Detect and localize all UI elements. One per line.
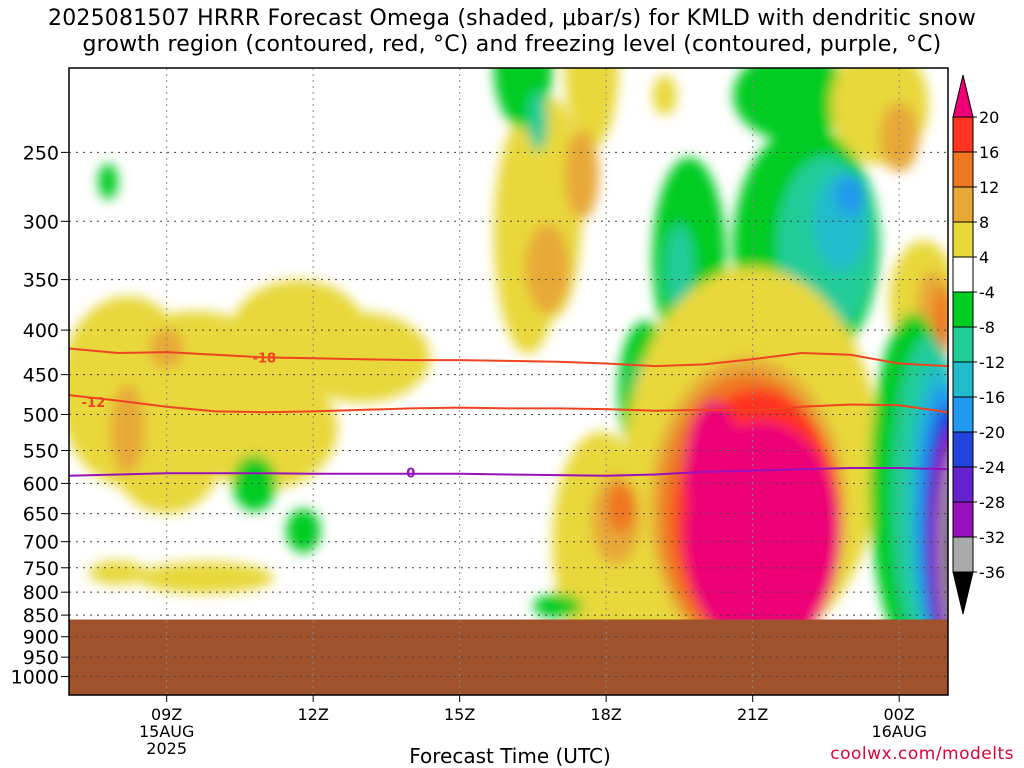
colorbar-swatch (952, 151, 974, 188)
y-tick-label: 850 (23, 605, 59, 627)
x-tick-label: 18Z (591, 705, 622, 724)
omega-cell (88, 560, 148, 585)
y-tick-label: 900 (23, 627, 59, 649)
omega-cell (528, 90, 548, 151)
omega-cell (137, 561, 275, 594)
omega-cell (286, 508, 321, 553)
grid-lines (69, 68, 948, 695)
colorbar-label: -8 (979, 318, 995, 337)
x-tick-label: 15AUG (139, 722, 194, 741)
contour-label-0: 0 (406, 467, 415, 482)
x-tick-label: 12Z (298, 705, 329, 724)
chart-title-line-2: growth region (contoured, red, °C) and f… (82, 32, 942, 57)
contour-lines: -18 -12 0 (69, 347, 948, 482)
colorbar-label: -12 (979, 353, 1005, 372)
omega-cell (684, 400, 743, 541)
colorbar-label: 16 (979, 143, 999, 162)
x-tick-label: 09Z (151, 705, 182, 724)
colorbar-label: 4 (979, 248, 989, 267)
colorbar-swatch (952, 186, 974, 223)
contour--18 (69, 347, 948, 368)
x-axis-label: Forecast Time (UTC) (409, 744, 611, 768)
y-tick-label: 700 (23, 532, 59, 554)
colorbar-swatch (952, 501, 974, 538)
omega-cell (293, 312, 431, 403)
x-tick-label: 16AUG (871, 722, 926, 741)
colorbar-label: -24 (979, 458, 1005, 477)
colorbar-swatch (952, 536, 974, 573)
colorbar-swatch (952, 431, 974, 468)
colorbar-label: 12 (979, 178, 999, 197)
plot-frame (68, 67, 949, 696)
omega-fill (69, 68, 948, 683)
x-tick-label: 21Z (737, 705, 768, 724)
omega-cell (652, 75, 677, 116)
omega-cell (733, 68, 851, 141)
y-tick-label: 550 (23, 441, 59, 463)
colorbar-label: -28 (979, 493, 1005, 512)
colorbar-label: 8 (979, 213, 989, 232)
credit-link[interactable]: coolwx.com/modelts (830, 744, 1014, 764)
y-tick-label: 300 (23, 211, 59, 233)
colorbar-label: -16 (979, 388, 1005, 407)
contour-label--18: -18 (253, 351, 277, 366)
y-tick-label: 1000 (11, 667, 59, 689)
y-tick-label: 250 (23, 142, 59, 164)
colorbar-label: 20 (979, 108, 999, 127)
y-tick-label: 600 (23, 473, 59, 495)
colorbar: 20 16 12 8 4 -4 -8 -12 -16 -20 -24 -28 -32 -36 (952, 74, 1005, 615)
y-tick-label: 950 (23, 647, 59, 669)
y-tick-label: 450 (23, 365, 59, 387)
x-tick-label: 2025 (146, 739, 187, 758)
colorbar-label: -20 (979, 423, 1005, 442)
y-tick-label: 500 (23, 404, 59, 426)
y-tick-label: 650 (23, 504, 59, 526)
omega-cell (664, 223, 695, 314)
x-tick-label: 00Z (884, 705, 915, 724)
omega-cell (532, 594, 582, 619)
chart-title-line-1: 2025081507 HRRR Forecast Omega (shaded, … (48, 6, 976, 31)
colorbar-swatch (952, 466, 974, 503)
colorbar-swatch (952, 221, 974, 258)
omega-cell (835, 175, 865, 216)
omega-cell (232, 455, 277, 512)
y-tick-label: 750 (23, 558, 59, 580)
omega-cell (564, 68, 619, 148)
contour-0 (69, 467, 948, 477)
colorbar-swatch (952, 396, 974, 433)
omega-cell (940, 465, 948, 630)
omega-cell (110, 384, 145, 475)
omega-cell (98, 163, 118, 200)
omega-cell (191, 369, 338, 490)
colorbar-swatch (952, 256, 974, 293)
omega-shading (69, 68, 948, 695)
omega-cell (149, 328, 184, 369)
y-axis: 2503003504004505005506006507007508008509… (11, 142, 69, 689)
chart-title: 2025081507 HRRR Forecast Omega (shaded, … (0, 6, 1024, 58)
colorbar-swatch (952, 291, 974, 328)
omega-cell (525, 223, 570, 314)
omega-cell (606, 482, 636, 533)
y-tick-label: 350 (23, 270, 59, 292)
omega-cell (933, 285, 948, 356)
ground-below-surface (69, 619, 948, 695)
y-tick-label: 800 (23, 582, 59, 604)
colorbar-swatch (952, 326, 974, 363)
x-tick-label: 15Z (444, 705, 475, 724)
contour-label--12: -12 (82, 396, 106, 411)
colorbar-top-arrow (952, 74, 974, 118)
colorbar-label: -36 (979, 563, 1005, 582)
colorbar-swatch (952, 116, 974, 153)
omega-cell (879, 101, 919, 172)
y-tick-label: 400 (23, 320, 59, 342)
colorbar-swatch (952, 361, 974, 398)
colorbar-bottom-arrow (952, 571, 974, 615)
omega-cell (564, 129, 599, 220)
contour--12 (69, 394, 948, 414)
colorbar-label: -32 (979, 528, 1005, 547)
colorbar-label: -4 (979, 283, 995, 302)
